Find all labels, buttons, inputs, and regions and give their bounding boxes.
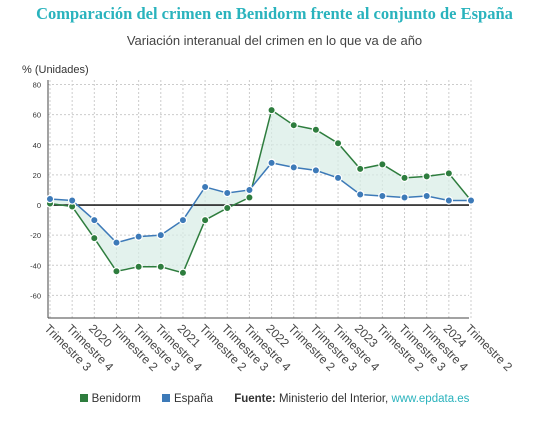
y-tick-label: 40 [33,141,41,150]
legend-label-benidorm: Benidorm [91,393,141,405]
legend-item-benidorm[interactable]: Benidorm [79,393,141,405]
data-point-espana [200,182,210,192]
data-point-espana [267,158,276,168]
source-link[interactable]: www.epdata.es [391,393,470,405]
data-point-espana [444,196,454,205]
footer: Benidorm España Fuente: Ministerio del I… [0,393,549,405]
data-point-espana [134,232,143,241]
chart-title: Comparación del crimen en Benidorm frent… [36,4,513,23]
y-tick-label: 20 [33,171,41,180]
difference-area-fill [50,110,471,273]
data-point-espana [245,185,254,195]
data-point-benidorm [311,125,321,134]
data-point-benidorm [112,267,121,276]
data-point-benidorm [289,120,298,130]
source-text: Ministerio del Interior, [278,393,389,405]
y-tick-label: 60 [33,111,41,120]
data-point-espana [112,238,121,247]
legend-swatch-benidorm [79,394,88,402]
y-axis: 80 60 40 20 0 -20 -40 -60 [30,80,49,318]
data-point-benidorm [134,262,143,271]
data-point-espana [90,215,99,225]
data-point-espana [422,191,431,201]
data-point-espana [156,230,165,240]
data-point-espana [289,163,298,172]
data-point-espana [356,190,365,199]
data-point-espana [311,166,321,175]
data-point-benidorm [178,268,188,278]
x-tick-label: Trimestre 2 [463,321,516,374]
data-point-espana [400,193,409,202]
data-point-espana [45,194,55,204]
chart-subtitle: Variación interanual del crimen en lo qu… [126,33,423,48]
data-point-benidorm [267,105,276,115]
y-axis-label: % (Unidades) [22,64,89,76]
data-point-benidorm [356,164,365,174]
data-point-espana [67,196,77,205]
y-tick-label: 80 [33,81,41,90]
data-point-espana [178,215,188,225]
y-tick-label: -40 [30,261,41,270]
data-point-benidorm [333,139,343,148]
y-tick-label: -20 [30,231,41,240]
y-tick-label: 0 [37,201,41,210]
legend-item-espana[interactable]: España [161,393,213,405]
data-point-benidorm [156,262,165,271]
data-point-benidorm [90,233,99,243]
data-point-espana [223,188,232,198]
data-point-benidorm [444,169,454,178]
data-point-benidorm [400,173,409,183]
data-point-benidorm [422,172,431,181]
data-point-espana [333,173,343,183]
legend-label-espana: España [173,393,213,405]
data-point-benidorm [223,203,232,213]
difference-area [50,110,471,273]
data-point-benidorm [378,160,387,169]
data-point-benidorm [245,193,254,202]
y-tick-label: -60 [30,291,41,300]
line-chart: % (Unidades) 80 60 40 20 0 -20 -40 -60 Trimestr… [22,64,516,374]
data-point-benidorm [200,215,210,225]
source-label: Fuente: [234,393,276,405]
data-point-espana [378,191,387,201]
series-points [45,105,476,278]
data-point-espana [466,196,476,205]
legend-swatch-espana [161,394,170,402]
